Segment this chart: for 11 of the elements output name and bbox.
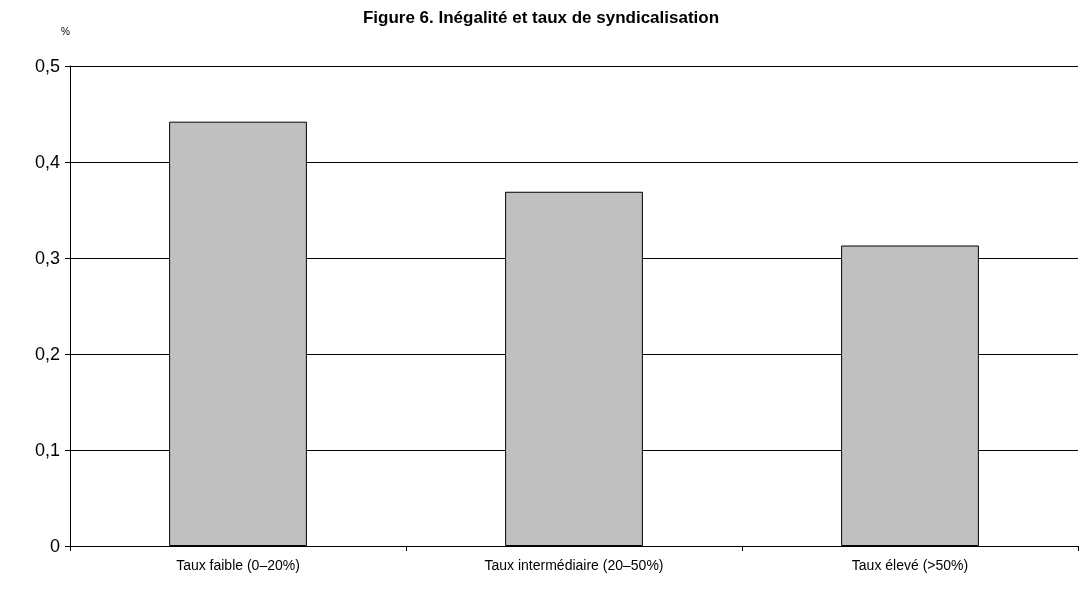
y-tick-label: 0,1 [34,440,60,460]
x-tick-label: Taux élevé (>50%) [851,557,969,573]
y-tick-label: 0,4 [34,152,60,172]
y-tick-label: 0,2 [34,344,60,364]
y-tick-label: 0,5 [34,56,60,76]
y-axis-title: % [61,25,71,37]
chart-title: Figure 6. Inégalité et taux de syndicalisation [362,8,720,27]
x-tick-label: Taux faible (0–20%) [176,557,300,573]
x-tick-label: Taux intermédiaire (20–50%) [484,557,664,573]
y-tick-label: 0 [49,536,60,556]
y-tick-label: 0,3 [34,248,60,268]
